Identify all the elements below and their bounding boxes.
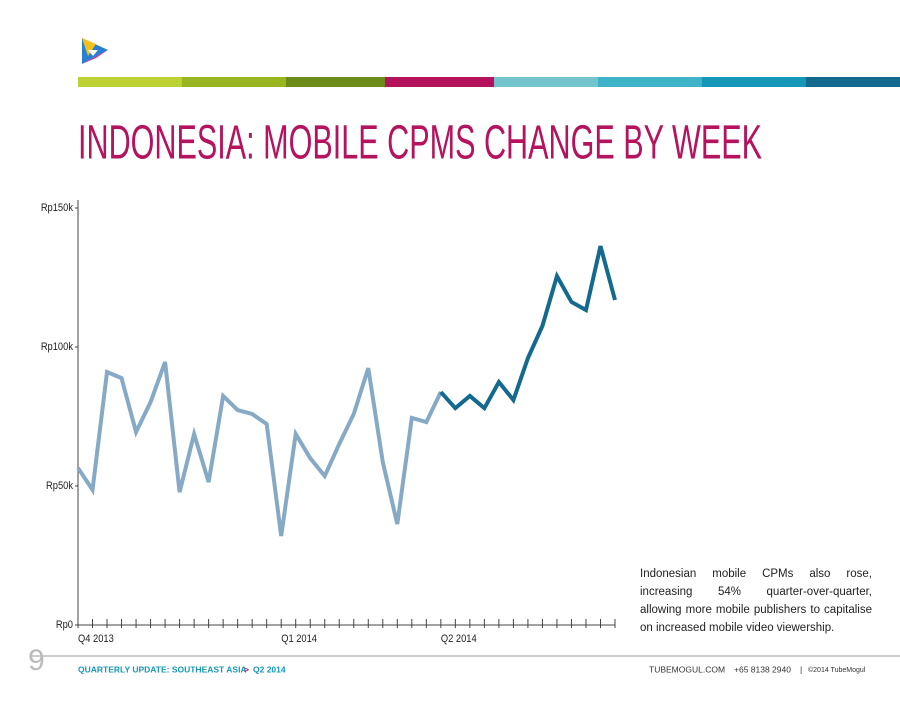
footer-copyright: ©2014 TubeMogul xyxy=(808,666,866,674)
y-tick-label: Rp0 xyxy=(56,619,73,631)
chart-note: Indonesian mobile CPMs also rose, increa… xyxy=(640,568,872,634)
x-tick-label: Q4 2013 xyxy=(78,633,114,645)
x-tick-label: Q1 2014 xyxy=(281,633,317,645)
line-series xyxy=(439,245,617,412)
footer-phone: +65 8138 2940 xyxy=(734,664,791,674)
line-series xyxy=(76,361,443,537)
y-tick-label: Rp150k xyxy=(41,202,74,214)
y-tick-label: Rp100k xyxy=(41,341,74,353)
y-tick-label: Rp50k xyxy=(46,480,74,492)
x-tick-label: Q2 2014 xyxy=(441,633,477,645)
footer-edition: Q2 2014 xyxy=(253,664,286,674)
footer-separator: > xyxy=(244,664,249,674)
page-title: INDONESIA: MOBILE CPMS CHANGE BY WEEK xyxy=(78,117,762,170)
footer-site: TUBEMOGUL.COM xyxy=(649,664,725,674)
color-bar xyxy=(78,77,900,87)
logo xyxy=(82,38,108,64)
footer-divider: | xyxy=(800,664,802,674)
footer-section: QUARTERLY UPDATE: SOUTHEAST ASIA xyxy=(78,664,247,674)
page-number: 9 xyxy=(28,644,45,677)
